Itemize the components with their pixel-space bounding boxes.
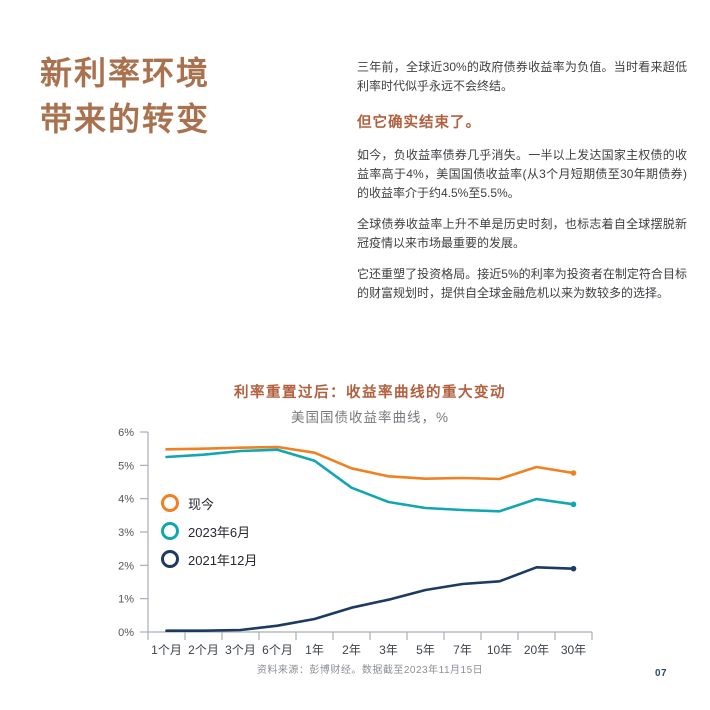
legend-item-dec-2021: 2021年12月 bbox=[161, 545, 257, 573]
legend-ring-icon bbox=[161, 522, 179, 540]
chart-source: 资料来源：彭博财经。数据截至2023年11月15日 bbox=[256, 665, 484, 676]
x-tick-label: 1年 bbox=[305, 643, 324, 657]
x-tick-label: 1个月 bbox=[151, 643, 182, 657]
legend-ring-icon bbox=[161, 550, 179, 568]
paragraph-4: 它还重塑了投资格局。接近5%的利率为投资者在制定符合目标的财富规划时，提供自全球… bbox=[357, 267, 687, 300]
x-tick-label: 10年 bbox=[487, 643, 512, 657]
x-tick-label: 6个月 bbox=[262, 643, 293, 657]
series-dec-2021-end-dot bbox=[570, 565, 577, 572]
y-tick-label: 0% bbox=[118, 627, 134, 639]
series-jun-2023 bbox=[165, 448, 577, 513]
series-dec-2021 bbox=[165, 565, 577, 632]
x-tick-label: 20年 bbox=[524, 643, 549, 657]
chart-title: 利率重置过后：收益率曲线的重大变动 bbox=[234, 385, 506, 401]
chart-legend: 现今 2023年6月 2021年12月 bbox=[161, 489, 257, 573]
y-tick-label: 2% bbox=[118, 560, 134, 572]
yield-curve-line-chart: 0% 1% 2% 3% 4% 5% 6% 1个月 2个月 3个月 6个月 1年 2年 3年 5年 7年 10年 2… bbox=[118, 427, 593, 657]
x-tick-label: 5年 bbox=[416, 643, 435, 657]
body-text-column: 三年前，全球近30%的政府债券收益率为负值。当时看来超低利率时代似乎永远不会终结… bbox=[357, 46, 687, 315]
page-number: 07 bbox=[655, 668, 668, 679]
series-today-end-dot bbox=[570, 470, 577, 476]
legend-item-today: 现今 bbox=[161, 489, 257, 517]
chart-header: 利率重置过后：收益率曲线的重大变动 美国国债收益率曲线，% bbox=[30, 381, 710, 426]
chart-subtitle: 美国国债收益率曲线，% bbox=[290, 410, 449, 425]
paragraph-3: 全球债券收益率上升不单是历史时刻，也标志着自全球摆脱新冠疫情以来市场最重要的发展… bbox=[357, 217, 687, 250]
y-tick-label: 5% bbox=[118, 460, 134, 472]
series-jun-2023-end-dot bbox=[570, 501, 577, 508]
series-today-line bbox=[165, 445, 575, 481]
y-tick-label: 4% bbox=[118, 494, 134, 506]
y-tick-label: 3% bbox=[118, 527, 134, 539]
legend-item-jun-2023: 2023年6月 bbox=[161, 517, 257, 545]
x-tick-label: 7年 bbox=[453, 643, 472, 657]
series-dec-2021-line bbox=[165, 566, 575, 632]
page-title-line-1: 新利率环境 bbox=[40, 55, 211, 91]
y-tick-label: 6% bbox=[118, 427, 134, 439]
page-title-line-2: 带来的转变 bbox=[40, 101, 211, 137]
x-axis: 1个月 2个月 3个月 6个月 1年 2年 3年 5年 7年 10年 20年 30年 bbox=[147, 631, 593, 657]
legend-label: 2023年6月 bbox=[188, 524, 251, 540]
x-tick-label: 3个月 bbox=[225, 643, 256, 657]
y-tick-label: 1% bbox=[118, 594, 134, 606]
series-today bbox=[165, 445, 577, 481]
section-heading: 但它确实结束了。 bbox=[357, 115, 481, 131]
legend-label: 现今 bbox=[188, 496, 215, 512]
series-jun-2023-line bbox=[165, 448, 575, 513]
legend-ring-icon bbox=[161, 494, 179, 512]
y-axis: 0% 1% 2% 3% 4% 5% 6% bbox=[118, 427, 149, 639]
paragraph-2: 如今，负收益率债券几乎消失。一半以上发达国家主权债的收益率高于4%，美国国债收益… bbox=[357, 148, 687, 200]
x-tick-label: 30年 bbox=[561, 643, 586, 657]
x-tick-label: 3年 bbox=[379, 643, 398, 657]
page-title: 新利率环境 带来的转变 bbox=[40, 50, 210, 142]
x-tick-label: 2个月 bbox=[188, 643, 219, 657]
paragraph-1: 三年前，全球近30%的政府债券收益率为负值。当时看来超低利率时代似乎永远不会终结… bbox=[357, 60, 687, 93]
legend-label: 2021年12月 bbox=[188, 552, 258, 568]
x-tick-label: 2年 bbox=[342, 643, 361, 657]
